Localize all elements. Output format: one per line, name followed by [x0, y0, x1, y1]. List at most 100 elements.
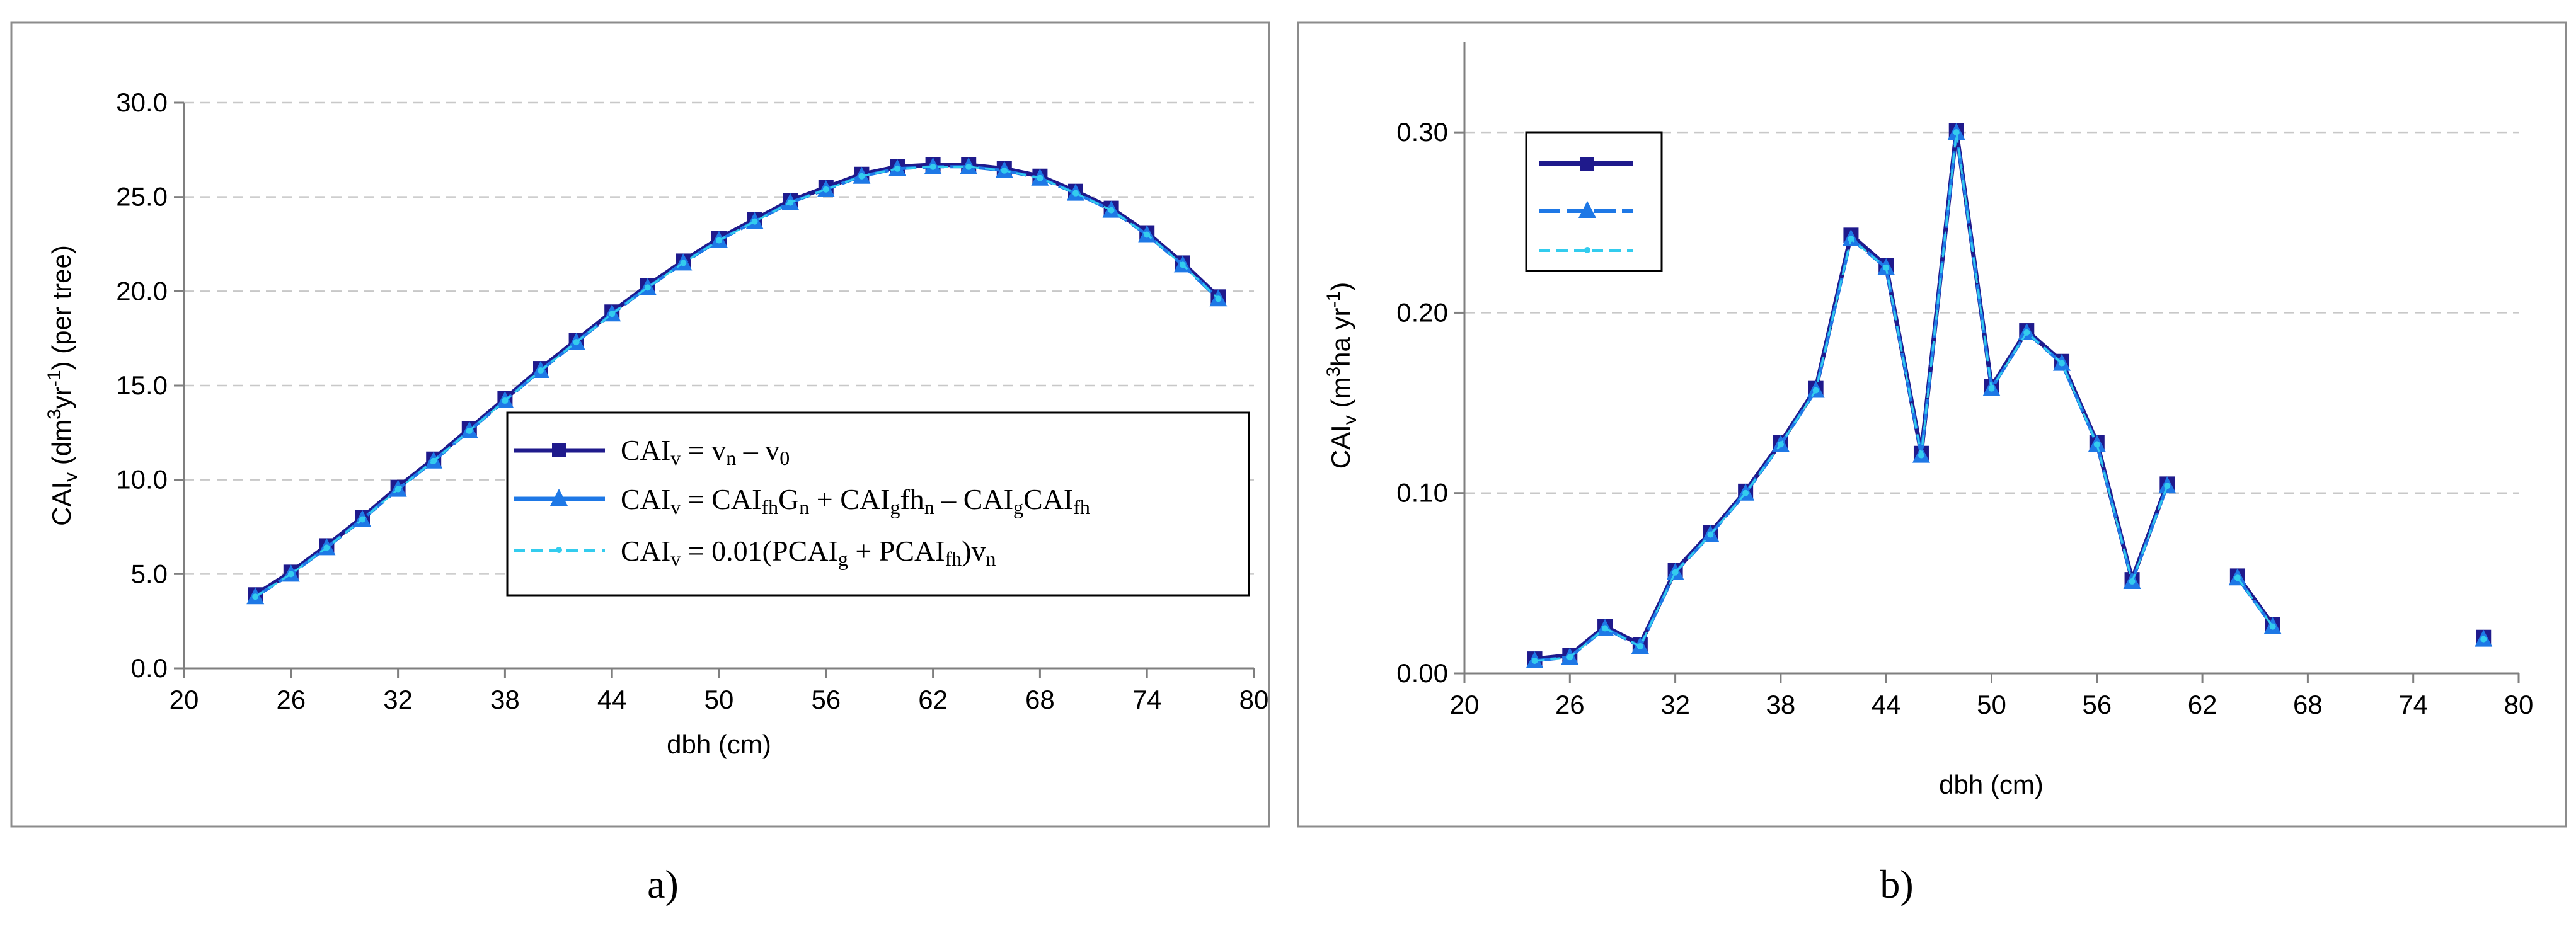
panel-b-series-3-point [1742, 489, 1749, 496]
panel-a-series-3-point [1144, 231, 1151, 238]
panel-a-x-tick-label: 50 [704, 685, 734, 714]
panel-b-legend-box [1525, 131, 1663, 272]
panel-a-series-3-point [1108, 207, 1115, 214]
panel-b-y-axis-label: CAIv (m3ha yr-1) [1323, 282, 1360, 469]
panel-b-x-tick-label: 68 [2293, 690, 2323, 719]
panel-b-series-3-point [1883, 264, 1890, 271]
panel-a-legend-box [506, 411, 1250, 597]
panel-b-series-3-point [1953, 129, 1960, 136]
panel-a-y-tick-label: 10.0 [116, 465, 168, 494]
panel-b-series-3-point [2269, 623, 2276, 630]
panel-a-series-3-point [680, 260, 687, 266]
panel-b-legend [1525, 131, 1663, 272]
panel-a-series-3-point [1072, 190, 1079, 197]
legend-marker-2 [550, 489, 568, 506]
panel-a-series-3-point [538, 367, 544, 374]
panel-b-y-tick-label: 0.10 [1396, 478, 1448, 508]
panel-b-series-3-point [1918, 452, 1924, 459]
panel-a-series-3-point [323, 544, 330, 551]
panel-b-series-3-point [1567, 654, 1573, 661]
panel-a-series-3-point [751, 218, 758, 225]
panel-b-x-tick-label: 50 [1977, 690, 2006, 719]
panel-a-caption: a) [647, 862, 679, 906]
panel-b-y-tick-label: 0.00 [1396, 658, 1448, 688]
panel-a-series-3-point [858, 173, 865, 180]
legend-entry-2: CAIv = CAIfhGn + CAIgfhn – CAIgCAIfh [514, 483, 1090, 518]
panel-a-series-3-point [394, 486, 401, 493]
panel-a-series-3 [252, 163, 1222, 600]
panel-b-x-axis-label: dbh (cm) [1939, 770, 2044, 799]
panel-b-x-tick-label: 26 [1555, 690, 1585, 719]
panel-a-series-3-point [1037, 174, 1044, 181]
panel-b-x-tick-label: 74 [2398, 690, 2428, 719]
legend-b-marker-2 [1578, 201, 1596, 218]
panel-b-series-3-point [2129, 578, 2136, 585]
legend-b-entry-2 [1539, 201, 1633, 218]
panel-a-series-3-point [787, 199, 794, 206]
panel-b-x-tick-label: 32 [1660, 690, 1690, 719]
panel-a-series-3-point [573, 339, 580, 346]
chart-panel-a: 0.0 5.0 10.0 15.0 20.0 25.0 30.0 20 26 32 38 44 50 56… [10, 21, 1270, 906]
panel-a-series-3-point [929, 163, 936, 170]
panel-a-ticks: 0.0 5.0 10.0 15.0 20.0 25.0 30.0 20 26 32 38 44 50 56… [116, 88, 1268, 714]
panel-a-x-tick-label: 26 [276, 685, 306, 714]
panel-b-series-3-point [1848, 236, 1854, 243]
panel-b-x-tick-label: 38 [1766, 690, 1796, 719]
panel-b-series-3-point [2093, 441, 2100, 448]
panel-b-series-3-point [1531, 657, 1538, 664]
legend-label-2: CAIv = CAIfhGn + CAIgfhn – CAIgCAIfh [621, 483, 1090, 518]
panel-a-y-axis-label: CAIv (dm3yr-1) (per tree) [44, 245, 81, 526]
panel-b-x-tick-label: 20 [1450, 690, 1480, 719]
panel-b-series-3-point [2234, 574, 2241, 581]
panel-a-x-axis-label: dbh (cm) [667, 729, 771, 759]
panel-b-x-tick-label: 80 [2504, 690, 2534, 719]
panel-a-series [246, 157, 1228, 605]
legend-entry-1: CAIv = vn – v0 [514, 434, 790, 469]
panel-b-series-3-point [2480, 636, 2487, 643]
panel-a-series-3-point [894, 165, 900, 172]
panel-a-series-3-point [644, 284, 651, 291]
chart-panel-b: 0.00 0.10 0.20 0.30 20 26 32 38 44 50 56 62 68 74 80 d… [1297, 21, 2567, 906]
panel-a-y-tick-label: 25.0 [116, 182, 168, 212]
panel-b-caption: b) [1880, 862, 1913, 906]
panel-a-y-tick-label: 20.0 [116, 276, 168, 306]
panel-b-series-3-point [2059, 360, 2066, 367]
panel-b-series-3-point [1707, 531, 1714, 538]
panel-b-series-3-point [1777, 441, 1784, 448]
panel-a-series-3-point [466, 427, 473, 434]
panel-a-series-3-point [252, 593, 259, 600]
panel-a-x-tick-label: 44 [597, 685, 627, 714]
panel-b-x-tick-label: 62 [2188, 690, 2217, 719]
panel-b-x-tick-label: 56 [2082, 690, 2112, 719]
panel-a-series-3-point [716, 237, 722, 244]
panel-b-gridlines [1464, 131, 2519, 494]
panel-a-x-tick-label: 20 [170, 685, 199, 714]
legend-marker-1 [552, 443, 566, 457]
panel-a-series-3-point [287, 571, 294, 578]
legend-label-3: CAIv = 0.01(PCAIg + PCAIfh)vn [621, 535, 996, 570]
panel-b-series-3-point [1988, 385, 1995, 392]
panel-a-series-3-point [965, 163, 972, 170]
panel-a-y-tick-label: 5.0 [131, 559, 168, 588]
panel-b-frame [1297, 21, 2567, 828]
panel-a-series-3-point [822, 186, 829, 193]
legend-b-entry-1 [1539, 157, 1633, 171]
panel-a-x-tick-label: 74 [1132, 685, 1162, 714]
legend-label-1: CAIv = vn – v0 [621, 434, 790, 469]
panel-a-series-3-line [255, 166, 1219, 598]
panel-b-series-3-point [1636, 643, 1643, 650]
panel-a-x-tick-label: 62 [918, 685, 948, 714]
legend-entry-3: CAIv = 0.01(PCAIg + PCAIfh)vn [514, 535, 996, 570]
legend-b-marker-1 [1580, 157, 1594, 171]
panel-a-y-tick-label: 30.0 [116, 88, 168, 117]
panel-b-series-3-point [1672, 569, 1679, 576]
panel-b-series [1526, 123, 2493, 668]
legend-b-entry-3 [1539, 247, 1633, 253]
legend-b-marker-3 [1584, 247, 1590, 253]
panel-b-series-3 [1531, 129, 2487, 664]
panel-a-x-tick-label: 38 [490, 685, 520, 714]
panel-b-series-3-point [1812, 387, 1819, 394]
panel-a-legend: CAIv = vn – v0 CAIv = CAIfhGn + CAIgfhn … [506, 411, 1250, 597]
panel-b-ticks: 0.00 0.10 0.20 0.30 20 26 32 38 44 50 56 62 68 74 80 [1396, 117, 2533, 719]
panel-a-x-tick-label: 80 [1239, 685, 1269, 714]
